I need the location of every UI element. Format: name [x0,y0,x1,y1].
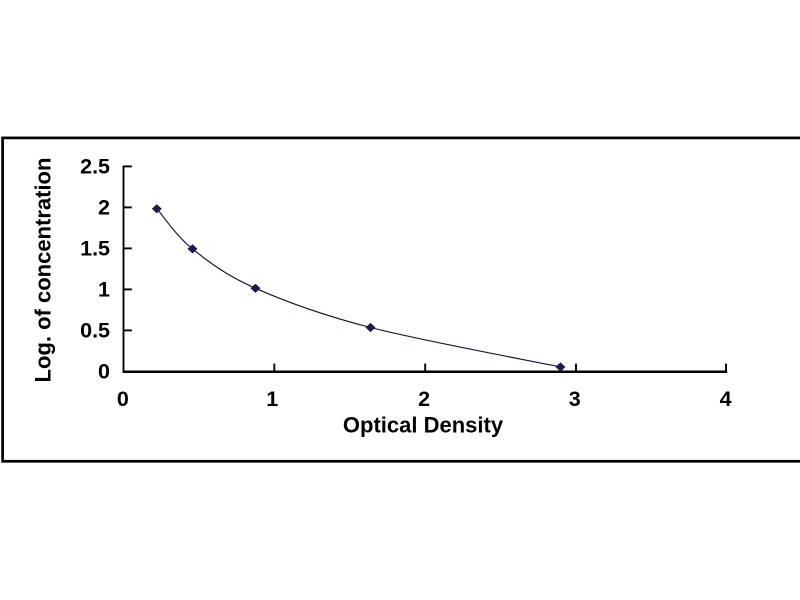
svg-text:Optical Density: Optical Density [343,412,504,437]
svg-text:2: 2 [98,196,110,220]
svg-text:2.5: 2.5 [80,155,110,179]
svg-text:0: 0 [98,360,110,384]
svg-text:1: 1 [266,387,278,411]
svg-text:2: 2 [418,387,430,411]
svg-text:1.5: 1.5 [80,237,110,261]
svg-text:4: 4 [720,387,732,411]
svg-text:Log. of concentration: Log. of concentration [31,158,56,383]
svg-text:0.5: 0.5 [80,319,110,343]
svg-text:0: 0 [117,387,129,411]
svg-text:1: 1 [98,278,110,302]
svg-text:3: 3 [569,387,581,411]
